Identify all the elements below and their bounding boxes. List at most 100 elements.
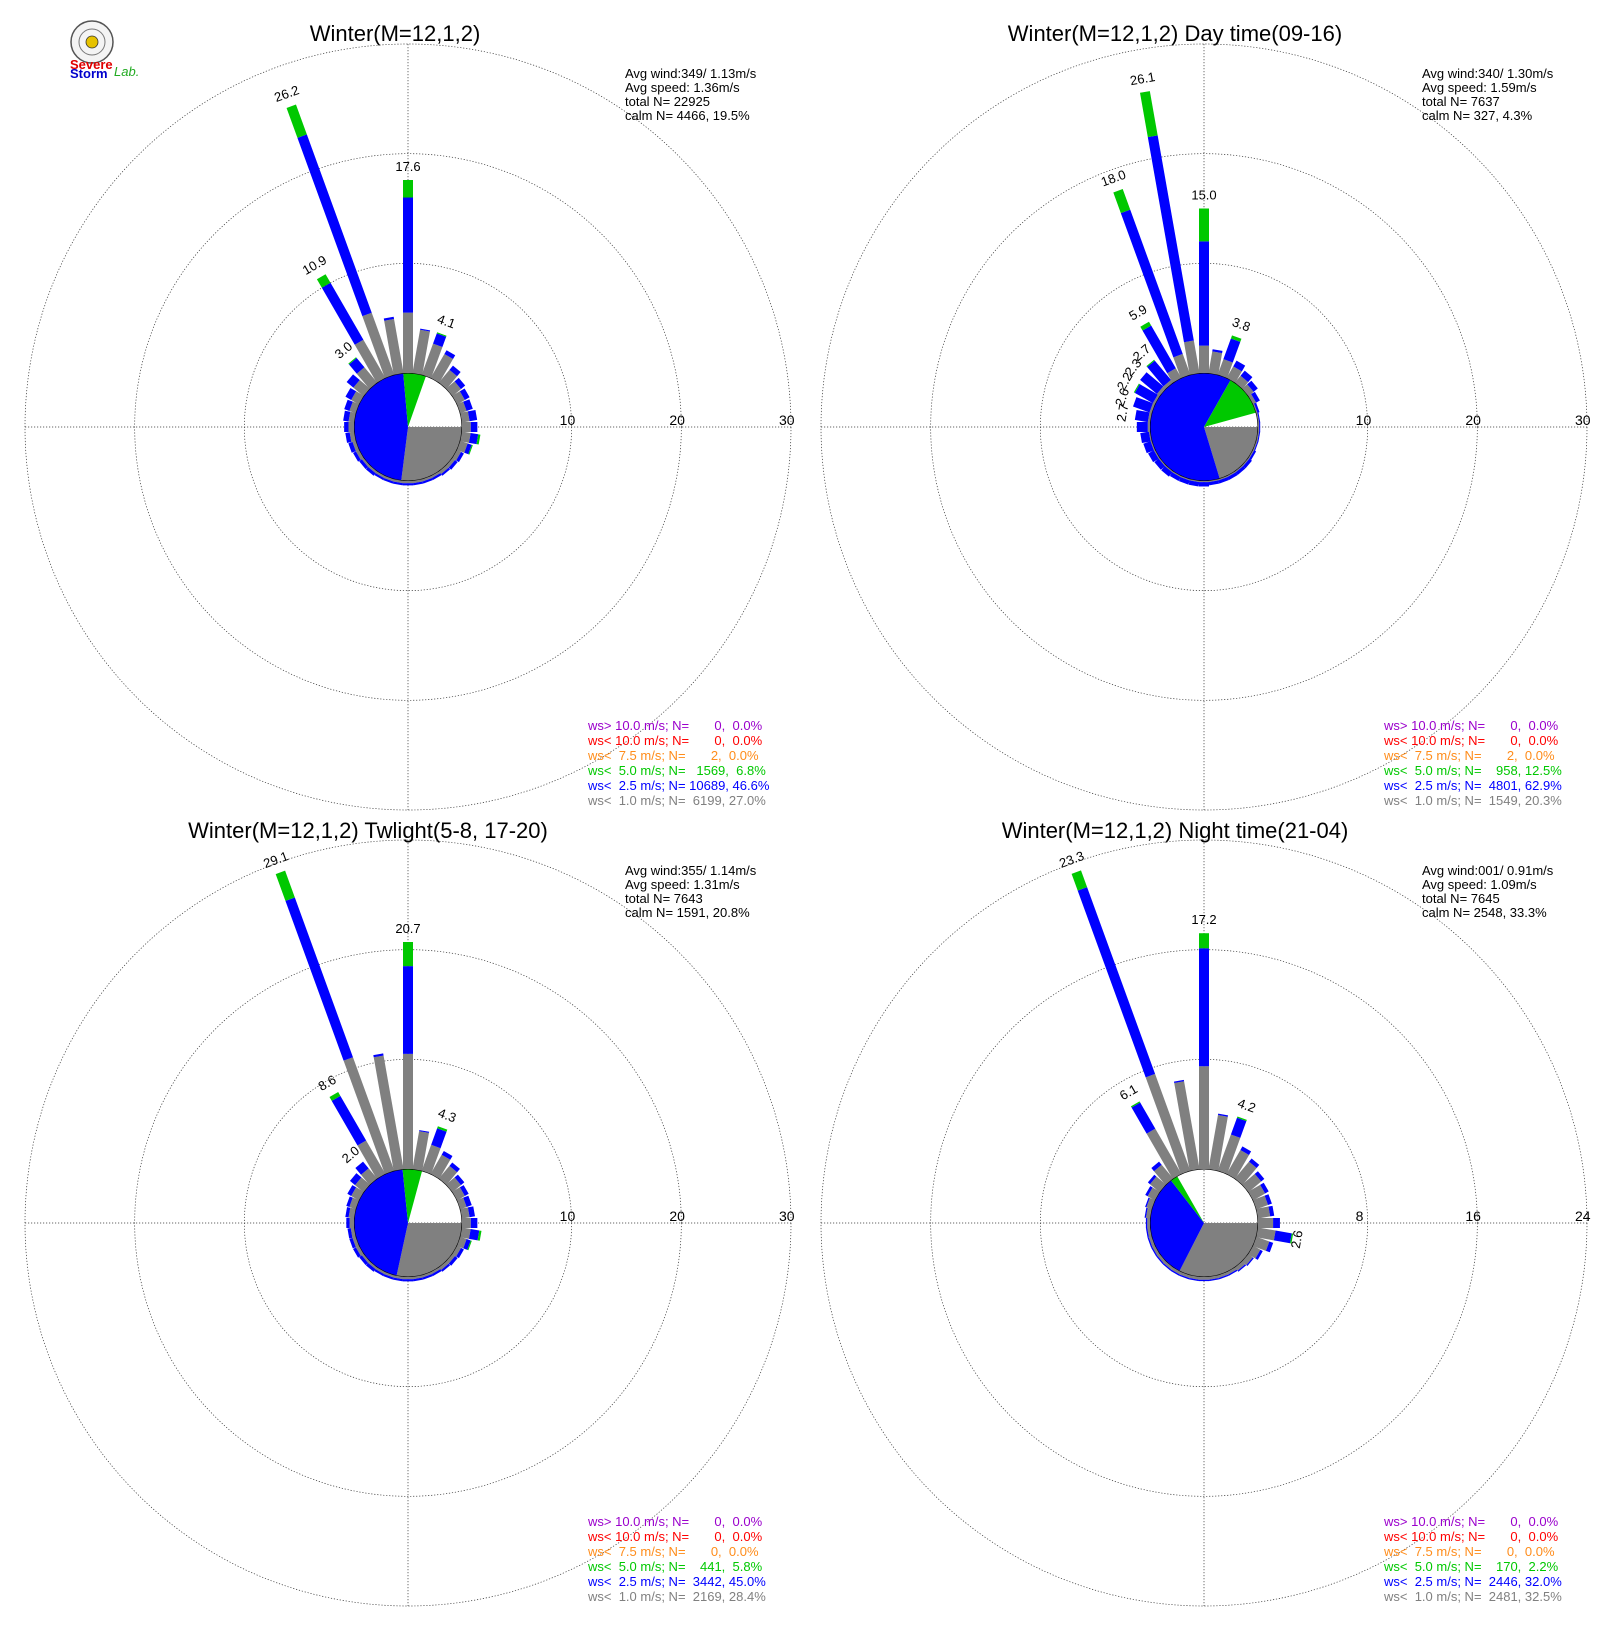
ring-label: 30: [779, 1208, 795, 1224]
bar-segment: [467, 1240, 472, 1251]
bar-segment: [354, 339, 386, 383]
bar-segment: [1147, 1218, 1150, 1228]
ring: [930, 153, 1478, 701]
ring-label: 10: [560, 1208, 576, 1224]
bar-label: 4.1: [435, 311, 457, 331]
bar-segment: [1227, 472, 1238, 481]
stat-line: calm N= 4466, 19.5%: [625, 108, 750, 123]
bar-segment: [452, 449, 462, 461]
ring-label: 30: [779, 412, 795, 428]
bar-label: 26.1: [1129, 69, 1157, 88]
bar-segment: [1260, 1182, 1269, 1194]
logo-text-severe: Severe: [70, 57, 113, 72]
bar-label: 8.6: [316, 1072, 339, 1094]
bar-segment: [454, 1174, 465, 1186]
bar-segment: [419, 1130, 430, 1133]
legend-entry: ws< 2.5 m/s; N= 3442, 45.0%: [587, 1574, 766, 1589]
bar-segment: [1208, 1114, 1228, 1171]
bar-segment: [1154, 458, 1166, 470]
bar-segment: [286, 104, 307, 138]
bar-segment: [349, 1197, 359, 1210]
bar-segment: [349, 1173, 362, 1186]
calm-pie-slice: [401, 427, 462, 481]
bar-segment: [1217, 1134, 1241, 1174]
bar-segment: [1199, 933, 1209, 949]
bar-segment: [470, 422, 478, 432]
bar-segment: [355, 1177, 370, 1193]
bar-segment: [1152, 394, 1160, 405]
bar-segment: [1189, 479, 1200, 483]
bar-segment: [1273, 1230, 1292, 1244]
legend-entry: ws< 2.5 m/s; N= 2446, 32.0%: [1383, 1574, 1562, 1589]
bar-segment: [1208, 480, 1220, 486]
bar-segment: [1180, 476, 1191, 481]
bar-segment: [1218, 477, 1229, 484]
legend-entry: ws< 1.0 m/s; N= 6199, 27.0%: [587, 793, 766, 808]
bar-segment: [348, 441, 356, 453]
bar-segment: [1164, 465, 1174, 473]
stat-line: Avg wind:355/ 1.14m/s: [625, 863, 757, 878]
bar-segment: [464, 443, 472, 455]
bar-segment: [1208, 1278, 1220, 1282]
bar-segment: [1173, 353, 1191, 378]
ring-label: 30: [1575, 412, 1591, 428]
bar-label: 17.2: [1191, 912, 1216, 927]
bar-segment: [1248, 394, 1257, 405]
bar-segment: [449, 365, 461, 377]
bar-segment: [1273, 1218, 1280, 1228]
logo-text-storm: Storm: [70, 66, 108, 81]
bar-label: 3.0: [332, 339, 355, 362]
bar-segment: [1246, 1257, 1254, 1266]
ring-label: 24: [1575, 1208, 1591, 1224]
bar-label: 6.1: [1117, 1081, 1140, 1103]
bar-segment: [346, 1196, 353, 1207]
bar-segment: [1226, 1149, 1250, 1179]
legend-entry: ws> 10.0 m/s; N= 0, 0.0%: [587, 1514, 763, 1529]
bar-segment: [477, 1230, 482, 1241]
ring-label: 20: [1465, 412, 1481, 428]
bar-segment: [1253, 403, 1258, 414]
bar-segment: [348, 411, 356, 423]
bar-segment: [459, 1185, 469, 1196]
bar-segment: [1162, 1263, 1172, 1271]
bar-segment: [1145, 1218, 1148, 1228]
bar-segment: [343, 1057, 395, 1174]
bar-segment: [431, 1128, 447, 1149]
bar-segment: [1217, 476, 1228, 481]
bar-segment: [1148, 1236, 1155, 1248]
bar-segment: [1242, 1173, 1262, 1193]
bar-segment: [1143, 441, 1154, 454]
legend-entry: ws< 5.0 m/s; N= 958, 12.5%: [1383, 763, 1562, 778]
bar-segment: [430, 353, 454, 383]
bar-segment: [1130, 1101, 1141, 1108]
legend-entry: ws< 5.0 m/s; N= 441, 5.8%: [587, 1559, 763, 1574]
bar-segment: [438, 1165, 458, 1185]
bar-segment: [1265, 1241, 1274, 1253]
bar-segment: [1234, 1261, 1246, 1271]
ring-label: 8: [1356, 1208, 1364, 1224]
bar-segment: [1242, 458, 1252, 469]
wind-rose-panel: Winter(M=12,1,2) Night time(21-04) 8 16 24 1…: [820, 818, 1591, 1607]
stat-line: Avg speed: 1.09m/s: [1422, 877, 1537, 892]
bar-label: 18.0: [1099, 167, 1128, 190]
bar-segment: [1230, 1117, 1247, 1138]
bar-segment: [1248, 1184, 1266, 1201]
legend-entry: ws< 7.5 m/s; N= 0, 0.0%: [1383, 1544, 1555, 1559]
bar-segment: [430, 1154, 451, 1179]
bar-segment: [1255, 1249, 1263, 1260]
bar-segment: [1208, 1275, 1219, 1280]
stat-line: calm N= 327, 4.3%: [1422, 108, 1533, 123]
bar-segment: [1156, 1255, 1164, 1265]
bar-label: 4.2: [1236, 1095, 1258, 1115]
bar-segment: [441, 1150, 453, 1160]
bar-segment: [352, 1236, 359, 1248]
calm-pie-slice: [354, 1169, 408, 1276]
ring-label: 10: [560, 412, 576, 428]
bar-segment: [467, 1206, 476, 1218]
bar-segment: [1253, 1195, 1269, 1210]
bar-segment: [403, 481, 413, 484]
bar-segment: [1208, 351, 1223, 375]
bar-segment: [355, 1161, 369, 1175]
bar-segment: [440, 1263, 451, 1272]
